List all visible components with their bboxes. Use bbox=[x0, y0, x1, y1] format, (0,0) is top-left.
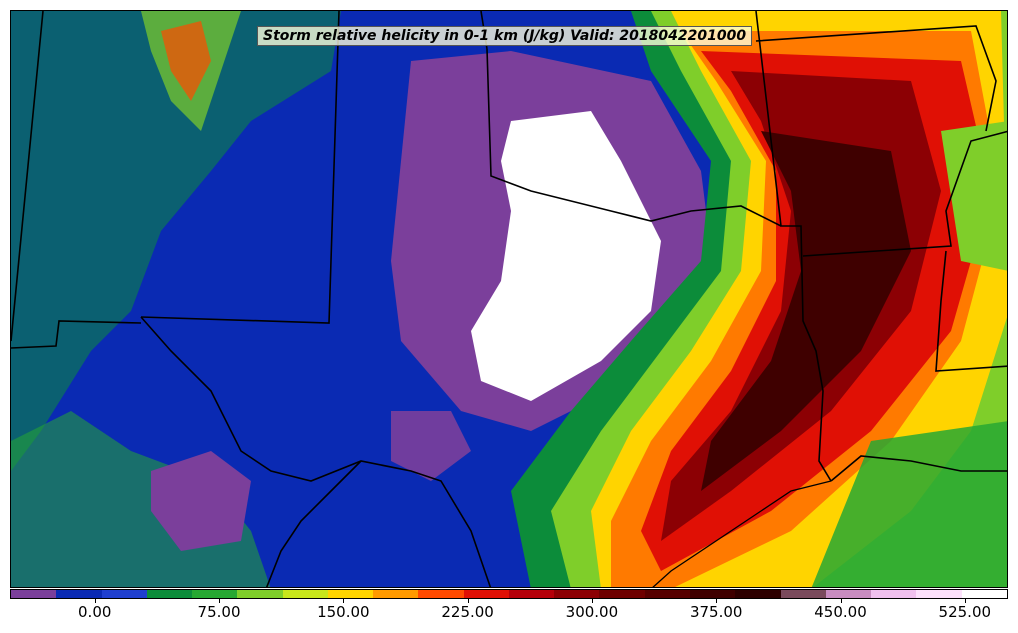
map-title: Storm relative helicity in 0-1 km (J/kg)… bbox=[257, 26, 753, 46]
colorbar bbox=[10, 589, 1008, 599]
colorbar-tick bbox=[964, 599, 966, 603]
colorbar-segment bbox=[644, 590, 690, 598]
field-green-gulf bbox=[811, 421, 1007, 587]
colorbar-segment bbox=[961, 590, 1007, 598]
colorbar-segment bbox=[101, 590, 147, 598]
colorbar-segment bbox=[871, 590, 917, 598]
colorbar-tick-label: 300.00 bbox=[565, 603, 619, 621]
colorbar-segment bbox=[780, 590, 826, 598]
colorbar-tick bbox=[219, 599, 221, 603]
colorbar-tick-label: 450.00 bbox=[814, 603, 867, 621]
state-borders bbox=[11, 11, 1007, 587]
colorbar-segment bbox=[237, 590, 283, 598]
colorbar-segment bbox=[463, 590, 509, 598]
colorbar-tick bbox=[591, 599, 593, 603]
colorbar-segment bbox=[554, 590, 600, 598]
colorbar-tick-label: 0.00 bbox=[78, 603, 112, 621]
field-red-nw bbox=[161, 21, 211, 101]
colorbar-tick-label: 150.00 bbox=[317, 603, 370, 621]
colorbar-tick bbox=[467, 599, 469, 603]
colorbar-ticks: 0.00 75.00 150.00 225.00 300.00 375.00 450.00 5… bbox=[10, 599, 1008, 629]
colorbar-tick-label: 225.00 bbox=[441, 603, 494, 621]
colorbar-segment bbox=[146, 590, 193, 598]
colorbar-tick bbox=[840, 599, 842, 603]
field-lightgreen-far-east bbox=[941, 121, 1007, 271]
colorbar-segment bbox=[599, 590, 645, 598]
colorbar-segment bbox=[689, 590, 736, 598]
map-panel: Storm relative helicity in 0-1 km (J/kg)… bbox=[10, 10, 1008, 588]
colorbar-segment bbox=[916, 590, 962, 598]
colorbar-segment bbox=[56, 590, 102, 598]
colorbar-segment bbox=[282, 590, 328, 598]
colorbar-segment bbox=[373, 590, 419, 598]
colorbar-tick bbox=[716, 599, 718, 603]
field-purple-mid bbox=[391, 411, 471, 481]
colorbar-segment bbox=[327, 590, 374, 598]
colorbar-tick-label: 525.00 bbox=[938, 603, 992, 621]
colorbar-segment bbox=[192, 590, 238, 598]
gulf-coastline bbox=[652, 480, 832, 587]
field-maroon-east bbox=[701, 131, 911, 491]
colorbar-segment bbox=[735, 590, 781, 598]
field-white-core bbox=[471, 111, 661, 401]
colorbar-tick bbox=[94, 599, 96, 603]
colorbar-segment bbox=[11, 590, 57, 598]
colorbar-segment bbox=[418, 590, 464, 598]
colorbar-tick-label: 375.00 bbox=[689, 603, 743, 621]
colorbar-segment bbox=[508, 590, 555, 598]
field-purple-sw bbox=[151, 451, 251, 551]
colorbar-tick bbox=[343, 599, 345, 603]
colorbar-tick-label: 75.00 bbox=[197, 603, 241, 621]
colorbar-segment bbox=[825, 590, 872, 598]
helicity-map bbox=[11, 11, 1007, 587]
field-green-west bbox=[11, 11, 341, 471]
